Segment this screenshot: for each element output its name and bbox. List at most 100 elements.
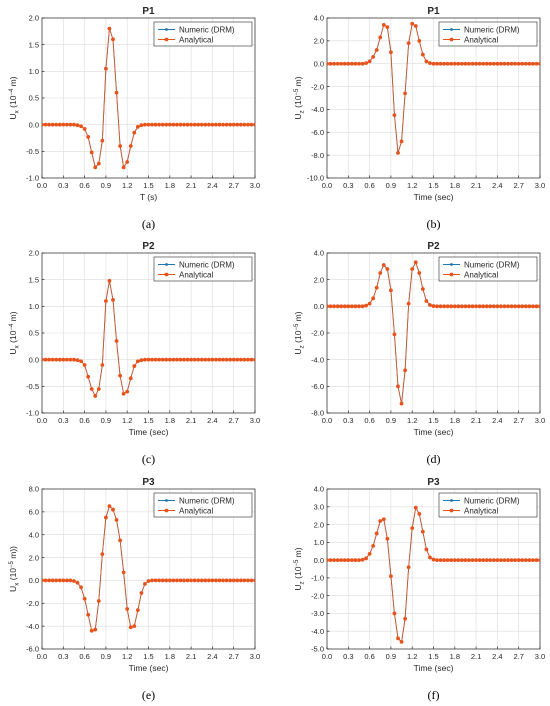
- y-tick-label: -4.0: [311, 627, 324, 636]
- legend-numeric-marker: [165, 28, 168, 31]
- analytical-point: [420, 287, 425, 291]
- analytical-point: [171, 357, 176, 362]
- y-axis-label: Uz (10−5 m): [293, 311, 306, 354]
- y-tick-label: 1.5: [29, 275, 39, 284]
- y-axis-label-unit: (10: [293, 95, 303, 110]
- analytical-point: [72, 357, 76, 362]
- analytical-point: [57, 122, 62, 127]
- y-tick-label: -4.0: [311, 355, 324, 364]
- y-axis-label-exp: −4: [9, 88, 15, 96]
- x-tick-label: 0.0: [37, 416, 47, 425]
- analytical-point: [538, 304, 540, 309]
- analytical-point: [396, 636, 400, 641]
- analytical-point: [488, 61, 493, 66]
- x-tick-label: 1.8: [165, 416, 175, 425]
- y-tick-label: 8.0: [29, 485, 39, 494]
- analytical-point: [89, 387, 94, 391]
- analytical-point: [235, 122, 240, 127]
- analytical-point: [50, 122, 55, 127]
- analytical-point: [392, 113, 397, 118]
- chart-title: P2: [142, 241, 155, 252]
- x-tick-label: 1.8: [165, 181, 175, 190]
- analytical-point: [68, 357, 73, 362]
- x-tick-label: 2.4: [492, 416, 502, 425]
- y-tick-label: -5.0: [311, 645, 324, 654]
- analytical-point: [171, 578, 176, 583]
- analytical-point: [79, 585, 83, 590]
- subfigure-caption: (a): [142, 217, 155, 231]
- analytical-point: [125, 160, 130, 164]
- y-tick-label: -0.5: [26, 147, 39, 156]
- analytical-point: [139, 123, 144, 128]
- analytical-point: [111, 37, 115, 42]
- analytical-point: [253, 357, 255, 362]
- x-tick-label: 0.3: [58, 416, 68, 425]
- analytical-point: [371, 543, 376, 548]
- y-axis-label-exp: −5: [9, 560, 15, 568]
- analytical-point: [385, 25, 390, 30]
- analytical-point: [196, 578, 201, 583]
- y-axis-label-main: U: [293, 348, 303, 354]
- analytical-point: [353, 304, 358, 309]
- y-axis-label: Ux (10−4 m): [8, 311, 21, 354]
- analytical-point: [424, 59, 429, 64]
- plot-frame: [41, 252, 256, 414]
- analytical-point: [57, 357, 62, 362]
- analytical-point: [86, 374, 91, 379]
- analytical-point: [481, 61, 486, 66]
- x-tick-label: 2.4: [492, 181, 502, 190]
- analytical-point: [410, 267, 415, 271]
- analytical-point: [328, 558, 333, 563]
- x-tick-label: 0.0: [37, 181, 47, 190]
- x-tick-label: 2.7: [513, 416, 523, 425]
- analytical-point: [406, 41, 411, 46]
- analytical-point: [189, 357, 194, 362]
- analytical-point: [107, 26, 112, 31]
- y-tick-label: 2.0: [314, 520, 324, 529]
- analytical-point: [153, 122, 158, 127]
- x-tick-label: 2.7: [513, 652, 523, 661]
- analytical-point: [527, 304, 532, 309]
- analytical-point: [249, 122, 254, 127]
- analytical-point: [346, 304, 351, 309]
- analytical-point: [491, 558, 496, 563]
- analytical-point: [104, 515, 108, 520]
- y-tick-label: 0.5: [29, 94, 39, 103]
- analytical-point: [467, 61, 471, 66]
- analytical-point: [167, 357, 172, 362]
- analytical-point: [342, 61, 347, 66]
- analytical-point: [104, 66, 108, 71]
- analytical-point: [481, 304, 486, 309]
- analytical-point: [125, 389, 130, 394]
- analytical-point: [349, 558, 354, 563]
- y-tick-label: 2.0: [29, 249, 39, 258]
- analytical-point: [364, 556, 368, 561]
- analytical-point: [327, 61, 329, 66]
- y-tick-label: 0.0: [29, 355, 39, 364]
- plot-frame: [326, 17, 541, 179]
- analytical-point: [146, 357, 151, 362]
- analytical-point: [349, 61, 354, 66]
- analytical-point: [221, 578, 225, 583]
- legend: Numeric (DRM)Analytical: [153, 492, 253, 518]
- analytical-point: [474, 304, 478, 309]
- analytical-point: [175, 122, 179, 127]
- analytical-point: [378, 519, 383, 523]
- x-tick-label: 1.2: [407, 416, 417, 425]
- analytical-point: [327, 558, 329, 563]
- y-tick-label: 4.0: [314, 14, 324, 23]
- y-tick-label: 2.0: [314, 37, 324, 46]
- analytical-point: [456, 304, 461, 309]
- analytical-point: [206, 578, 211, 583]
- analytical-point: [206, 122, 211, 127]
- analytical-point: [474, 558, 478, 563]
- x-tick-label: 1.5: [143, 416, 153, 425]
- analytical-point: [42, 578, 44, 583]
- analytical-point: [477, 558, 482, 563]
- analytical-point: [185, 357, 190, 362]
- y-axis-label-main: U: [8, 348, 18, 354]
- analytical-point: [364, 303, 368, 308]
- analytical-point: [509, 61, 514, 66]
- analytical-point: [217, 122, 222, 127]
